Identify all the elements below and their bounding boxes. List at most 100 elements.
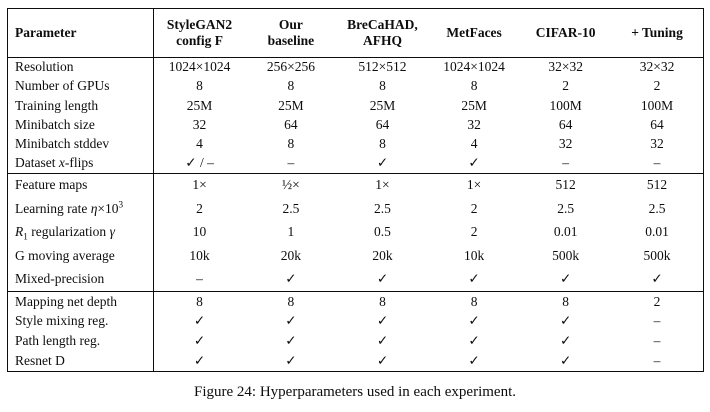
value-cell: 2.5 xyxy=(557,200,575,216)
table-row: Mapping net depth 8 8 8 8 8 2 xyxy=(7,291,704,312)
value-cell: 2 xyxy=(653,293,661,309)
table-row: Minibatch stddev 4 8 8 4 32 32 xyxy=(7,134,704,154)
param-cell: Number of GPUs xyxy=(7,76,154,97)
table-row: Learning rate η×103 2 2.5 2.5 2 2.5 2.5 xyxy=(7,196,704,221)
value-cell: ✓ xyxy=(193,313,206,329)
value-cell: 256×256 xyxy=(266,59,315,75)
value-cell: 8 xyxy=(379,136,386,152)
value-cell: 64 xyxy=(650,117,664,133)
value-cell: ✓ xyxy=(245,351,337,372)
header-col-2: BreCaHAD, AFHQ xyxy=(336,8,429,58)
value-cell: 32 xyxy=(192,117,207,133)
value-cell: 100M xyxy=(640,97,674,113)
value-cell: 8 xyxy=(196,78,203,94)
header-parameter: Parameter xyxy=(7,8,154,58)
table-row: Number of GPUs 8 8 8 8 2 2 xyxy=(7,76,704,97)
value-cell: ✓ xyxy=(611,267,704,292)
value-cell: 2.5 xyxy=(374,200,391,216)
value-cell: 4 xyxy=(470,136,478,152)
value-cell: 2 xyxy=(562,78,570,94)
value-cell: 25M xyxy=(461,97,487,113)
value-cell: ✓ xyxy=(336,153,429,174)
param-cell: Feature maps xyxy=(7,173,154,197)
header-row: Parameter StyleGAN2 config F Our baseline B… xyxy=(7,8,704,58)
value-cell: 2.5 xyxy=(648,200,666,216)
value-cell: 100M xyxy=(549,97,582,113)
value-cell: ✓ xyxy=(245,267,337,292)
value-cell: – xyxy=(245,153,337,174)
value-cell: 2 xyxy=(653,78,661,94)
param-cell: Dataset x-flips xyxy=(7,153,154,174)
table-row: Path length reg. ✓ ✓ ✓ ✓ ✓ – xyxy=(7,331,704,352)
param-cell: Mapping net depth xyxy=(7,291,154,312)
value-cell: 8 xyxy=(470,293,478,309)
param-cell: Learning rate η×103 xyxy=(7,196,154,221)
value-cell: ✓ xyxy=(376,313,389,329)
value-cell: 1024×1024 xyxy=(443,59,505,75)
value-cell: ✓ xyxy=(519,267,612,292)
value-cell: 64 xyxy=(284,117,298,133)
value-cell: ✓ xyxy=(519,351,612,372)
header-col-0: StyleGAN2 config F xyxy=(153,8,246,58)
value-cell: 20k xyxy=(372,247,393,263)
table-row: Minibatch size 32 64 64 32 64 64 xyxy=(7,115,704,135)
value-cell: 32×32 xyxy=(548,59,583,75)
param-cell: G moving average xyxy=(7,244,154,268)
value-cell: 1 xyxy=(287,224,295,240)
table-row: Mixed-precision – ✓ ✓ ✓ ✓ ✓ xyxy=(7,267,704,292)
value-cell: 25M xyxy=(278,97,304,113)
value-cell: 64 xyxy=(558,117,573,133)
value-cell: – xyxy=(653,333,661,349)
value-cell: – xyxy=(611,351,704,372)
value-cell: – xyxy=(653,313,661,329)
value-cell: 4 xyxy=(196,136,203,152)
value-cell: 8 xyxy=(287,136,295,152)
table-row: R1 regularization γ 10 1 0.5 2 0.01 0.01 xyxy=(7,220,704,245)
value-cell: 64 xyxy=(375,117,390,133)
value-cell: ✓ xyxy=(285,333,297,349)
value-cell: ✓ xyxy=(560,313,572,329)
header-col-1: Our baseline xyxy=(245,8,337,58)
value-cell: 0.01 xyxy=(553,224,578,240)
value-cell: 1024×1024 xyxy=(168,59,231,75)
value-cell: 8 xyxy=(196,293,203,309)
value-cell: 10 xyxy=(192,224,207,240)
value-cell: 2 xyxy=(196,200,203,216)
table-row: Dataset x-flips ✓ / – – ✓ ✓ – – xyxy=(7,153,704,174)
value-cell: ✓ xyxy=(428,153,520,174)
value-cell: 0.01 xyxy=(645,224,669,240)
value-cell: 32 xyxy=(467,117,481,133)
value-cell: ✓ xyxy=(336,267,429,292)
value-cell: 2 xyxy=(470,200,478,216)
value-cell: 8 xyxy=(287,293,295,309)
table-row: Resnet D ✓ ✓ ✓ ✓ ✓ – xyxy=(7,351,704,372)
hyperparameters-table-container: Parameter StyleGAN2 config F Our baseline B… xyxy=(7,8,704,372)
value-cell: ½× xyxy=(282,177,300,193)
header-col-4: CIFAR-10 xyxy=(519,8,612,58)
value-cell: 8 xyxy=(562,293,570,309)
value-cell: ✓ xyxy=(468,313,480,329)
value-cell: 25M xyxy=(186,97,213,113)
hyperparameters-table: Parameter StyleGAN2 config F Our baseline B… xyxy=(7,8,704,372)
header-col-5: + Tuning xyxy=(611,8,704,58)
param-cell: Mixed-precision xyxy=(7,267,154,292)
value-cell: 500k xyxy=(643,247,671,263)
value-cell: ✓ / – xyxy=(153,153,246,174)
value-cell: ✓ xyxy=(336,351,429,372)
value-cell: 1× xyxy=(192,177,207,193)
table-row: Resolution 1024×1024 256×256 512×512 1024×10… xyxy=(7,57,704,77)
value-cell: 2 xyxy=(470,224,478,240)
value-cell: 1× xyxy=(375,177,390,193)
value-cell: 0.5 xyxy=(374,224,391,240)
value-cell: 512 xyxy=(555,177,576,193)
param-cell: R1 regularization γ xyxy=(7,220,154,245)
value-cell: ✓ xyxy=(285,313,297,329)
param-cell: Resolution xyxy=(7,57,154,77)
value-cell: 32 xyxy=(558,136,573,152)
value-cell: 8 xyxy=(470,78,478,94)
value-cell: ✓ xyxy=(153,351,246,372)
value-cell: 512 xyxy=(646,177,668,193)
table-row: Style mixing reg. ✓ ✓ ✓ ✓ ✓ – xyxy=(7,311,704,332)
value-cell: 1× xyxy=(466,177,482,193)
